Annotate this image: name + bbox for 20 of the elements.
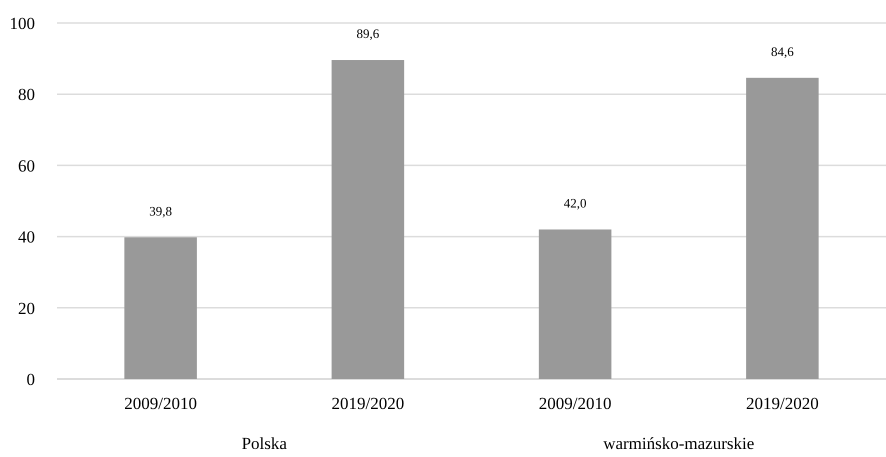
data-label: 89,6 (356, 26, 380, 42)
y-tick-label: 20 (18, 298, 35, 318)
bar (746, 78, 819, 379)
x-tick-label: 2009/2010 (124, 394, 197, 413)
y-tick-label: 60 (18, 156, 35, 176)
text: warmińsko-mazurskie (603, 434, 754, 453)
y-tick-label: 40 (18, 228, 35, 247)
y-tick-label: 80 (18, 85, 35, 104)
y-tick-label: 0 (26, 370, 35, 389)
bar (332, 60, 404, 379)
x-tick-label: 2019/2020 (746, 394, 819, 413)
x-tick-label: 2009/2010 (538, 394, 612, 413)
y-tick-label: 100 (10, 14, 35, 33)
bar (124, 237, 197, 379)
x-tick-label: 2019/2020 (332, 394, 404, 413)
text: Polska (242, 434, 288, 453)
bar (538, 229, 612, 379)
data-label: 39,8 (149, 203, 172, 218)
data-label: 84,6 (771, 44, 794, 59)
data-label: 42,0 (564, 195, 586, 210)
